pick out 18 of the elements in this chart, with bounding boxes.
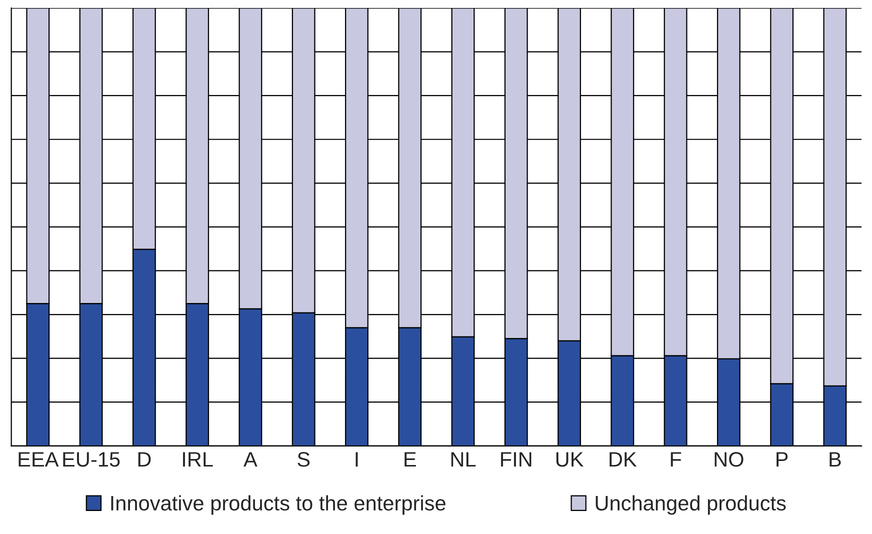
x-tick-label: FIN bbox=[501, 452, 532, 467]
x-tick-label: I bbox=[356, 452, 358, 467]
legend-label: Unchanged products bbox=[596, 495, 786, 515]
x-tick-label: NL bbox=[451, 452, 476, 467]
x-tick-label: D bbox=[138, 452, 151, 467]
x-tick-label: DK bbox=[610, 452, 637, 467]
x-tick-label: P bbox=[776, 452, 788, 467]
x-tick-label: NO bbox=[714, 452, 744, 467]
x-tick-label: IRL bbox=[183, 452, 213, 467]
legend-label: Innovative products to the enterprise bbox=[111, 495, 446, 515]
x-tick-label: F bbox=[670, 452, 682, 467]
x-tick-label: UK bbox=[556, 452, 584, 467]
x-tick-label: EU-15 bbox=[63, 452, 120, 467]
x-tick-label: B bbox=[830, 452, 841, 467]
x-tick-label: E bbox=[404, 452, 416, 467]
x-tick-label: A bbox=[244, 452, 258, 467]
x-tick-label: EEA bbox=[18, 452, 59, 467]
x-tick-label: S bbox=[298, 452, 310, 467]
